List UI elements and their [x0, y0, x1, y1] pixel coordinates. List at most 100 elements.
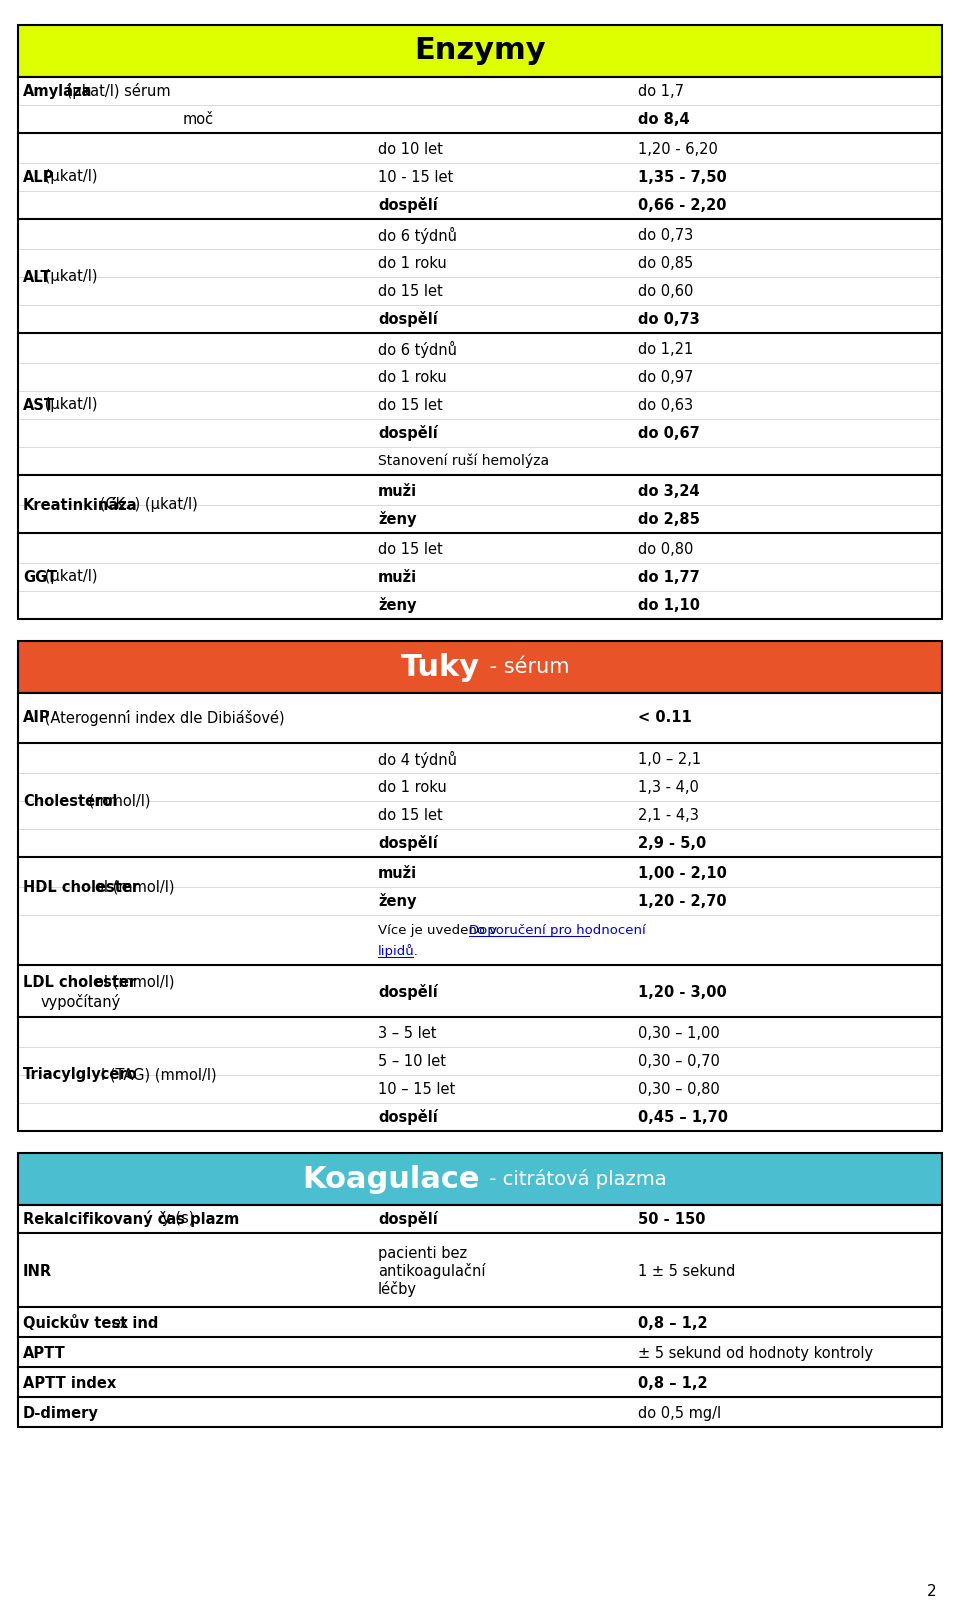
Text: dospělí: dospělí [378, 834, 438, 851]
Text: APTT index: APTT index [23, 1376, 116, 1391]
Text: do 1 roku: do 1 roku [378, 255, 446, 270]
Text: HDL cholester: HDL cholester [23, 880, 139, 894]
Bar [18, 640, 942, 694]
Text: do 8,4: do 8,4 [638, 112, 689, 126]
Text: do 15 let: do 15 let [378, 398, 443, 412]
Text: do 1,10: do 1,10 [638, 598, 700, 613]
Text: < 0.11: < 0.11 [638, 710, 692, 726]
Text: Triacylglycero: Triacylglycero [23, 1067, 137, 1082]
Text: APTT: APTT [23, 1345, 65, 1360]
Bar [18, 24, 942, 78]
Text: do 6 týdnů: do 6 týdnů [378, 341, 457, 357]
Text: ALP: ALP [23, 170, 55, 184]
Text: do 1,7: do 1,7 [638, 84, 684, 99]
Text: do 0,5 mg/l: do 0,5 mg/l [638, 1405, 721, 1420]
Text: 1 ± 5 sekund: 1 ± 5 sekund [638, 1263, 735, 1279]
Text: muži: muži [378, 865, 418, 881]
Text: AIP: AIP [23, 710, 51, 726]
Text: LDL cholester: LDL cholester [23, 975, 136, 990]
Text: antikoagulační: antikoagulační [378, 1263, 486, 1279]
Text: GGT: GGT [23, 569, 58, 584]
Text: dospělí: dospělí [378, 425, 438, 441]
Text: 10 – 15 let: 10 – 15 let [378, 1082, 455, 1096]
Text: 0,30 – 0,70: 0,30 – 0,70 [638, 1054, 720, 1069]
Text: dospělí: dospělí [378, 197, 438, 213]
Text: do 0,67: do 0,67 [638, 425, 700, 440]
Text: AST: AST [23, 398, 55, 412]
Text: ol (mmol/l): ol (mmol/l) [95, 880, 175, 894]
Text: do 0,80: do 0,80 [638, 542, 693, 556]
Text: ženy: ženy [378, 597, 417, 613]
Text: ALT: ALT [23, 270, 52, 285]
Text: do 1 roku: do 1 roku [378, 779, 446, 794]
Text: Více je uvedeno v: Více je uvedeno v [378, 923, 501, 936]
Text: l (TAG) (mmol/l): l (TAG) (mmol/l) [101, 1067, 216, 1082]
Text: dospělí: dospělí [378, 1109, 438, 1125]
Text: Enzymy: Enzymy [414, 37, 546, 66]
Text: Tuky: Tuky [401, 653, 480, 681]
Text: - sérum: - sérum [483, 657, 569, 678]
Text: do 2,85: do 2,85 [638, 511, 700, 527]
Text: do 10 let: do 10 let [378, 142, 443, 157]
Text: 1,20 - 3,00: 1,20 - 3,00 [638, 985, 727, 999]
Text: do 0,73: do 0,73 [638, 312, 700, 327]
Text: Kreatinkináza: Kreatinkináza [23, 498, 137, 513]
Text: INR: INR [23, 1263, 52, 1279]
Text: 50 - 150: 50 - 150 [638, 1211, 706, 1227]
Text: lipidů.: lipidů. [378, 944, 419, 957]
Text: dospělí: dospělí [378, 1211, 438, 1227]
Text: ± 5 sekund od hodnoty kontroly: ± 5 sekund od hodnoty kontroly [638, 1345, 874, 1360]
Text: 3 – 5 let: 3 – 5 let [378, 1025, 437, 1040]
Text: do 15 let: do 15 let [378, 283, 443, 299]
Text: 2,9 - 5,0: 2,9 - 5,0 [638, 836, 707, 851]
Text: do 1 roku: do 1 roku [378, 370, 446, 385]
Text: (mmol/l): (mmol/l) [84, 794, 151, 808]
Text: vypočítaný: vypočítaný [41, 994, 121, 1011]
Text: ženy: ženy [378, 511, 417, 527]
Text: do 0,97: do 0,97 [638, 370, 693, 385]
Text: 0,30 – 1,00: 0,30 – 1,00 [638, 1025, 720, 1040]
Text: 2,1 - 4,3: 2,1 - 4,3 [638, 807, 699, 823]
Bar [18, 694, 942, 1130]
Text: muži: muži [378, 569, 418, 584]
Text: do 3,24: do 3,24 [638, 483, 700, 498]
Text: dospělí: dospělí [378, 985, 438, 999]
Text: léčby: léčby [378, 1281, 417, 1297]
Text: ex: ex [111, 1316, 129, 1331]
Text: Koagulace: Koagulace [302, 1164, 480, 1193]
Text: y (s): y (s) [161, 1211, 194, 1227]
Text: Doporučení pro hodnocení: Doporučení pro hodnocení [468, 923, 645, 936]
Bar [18, 78, 942, 619]
Text: 0,66 - 2,20: 0,66 - 2,20 [638, 197, 727, 212]
Text: - citrátová plazma: - citrátová plazma [483, 1169, 666, 1188]
Text: 2: 2 [927, 1585, 937, 1599]
Text: (μkat/l) sérum: (μkat/l) sérum [61, 82, 171, 99]
Text: Rekalcifikovaný čas plazm: Rekalcifikovaný čas plazm [23, 1211, 239, 1227]
Text: 0,8 – 1,2: 0,8 – 1,2 [638, 1316, 708, 1331]
Text: dospělí: dospělí [378, 310, 438, 327]
Text: (CK..) (μkat/l): (CK..) (μkat/l) [95, 498, 198, 513]
Text: ženy: ženy [378, 893, 417, 909]
Text: do 0,63: do 0,63 [638, 398, 693, 412]
Text: muži: muži [378, 483, 418, 498]
Bar [18, 1153, 942, 1205]
Text: pacienti bez: pacienti bez [378, 1245, 468, 1261]
Text: do 15 let: do 15 let [378, 807, 443, 823]
Text: 0,30 – 0,80: 0,30 – 0,80 [638, 1082, 720, 1096]
Text: Quickův test ind: Quickův test ind [23, 1315, 158, 1331]
Text: 0,8 – 1,2: 0,8 – 1,2 [638, 1376, 708, 1391]
Text: 1,3 - 4,0: 1,3 - 4,0 [638, 779, 699, 794]
Text: do 6 týdnů: do 6 týdnů [378, 226, 457, 244]
Text: D-dimery: D-dimery [23, 1405, 99, 1420]
Text: (μkat/l): (μkat/l) [39, 270, 97, 285]
Text: 1,00 - 2,10: 1,00 - 2,10 [638, 865, 727, 881]
Text: 0,45 – 1,70: 0,45 – 1,70 [638, 1109, 728, 1124]
Text: do 0,60: do 0,60 [638, 283, 693, 299]
Text: 5 – 10 let: 5 – 10 let [378, 1054, 446, 1069]
Text: (μkat/l): (μkat/l) [39, 170, 97, 184]
Text: do 4 týdnů: do 4 týdnů [378, 750, 457, 768]
Text: do 0,85: do 0,85 [638, 255, 693, 270]
Text: 1,20 - 2,70: 1,20 - 2,70 [638, 894, 727, 909]
Text: ol (mmol/l): ol (mmol/l) [95, 975, 175, 990]
Text: 1,0 – 2,1: 1,0 – 2,1 [638, 752, 701, 766]
